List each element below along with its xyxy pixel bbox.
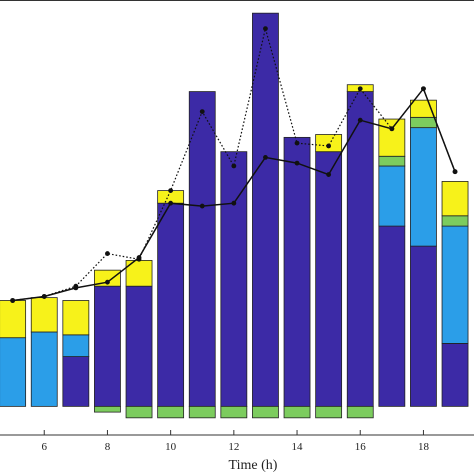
line-marker-dotted <box>357 86 363 92</box>
bar-segment-negative-green <box>157 405 185 419</box>
bar-segment-negative-green <box>188 405 216 419</box>
line-marker-solid <box>10 298 16 303</box>
line-marker-dotted <box>326 143 332 149</box>
series-line-dotted <box>12 28 456 302</box>
x-tick-label: 6 <box>41 441 47 453</box>
line-marker-solid <box>105 279 110 285</box>
x-tick-label: 14 <box>292 441 304 453</box>
bar-segment-dark_blue <box>94 285 121 407</box>
line-marker-dotted <box>263 26 268 32</box>
line-marker-solid <box>136 255 142 260</box>
line-marker-solid <box>41 294 47 299</box>
bars-layer <box>0 12 469 419</box>
line-marker-solid <box>73 285 79 291</box>
bar-segment-negative-green <box>125 405 153 419</box>
bar-segment-light_blue <box>0 337 27 407</box>
bar-segment-dark_blue <box>378 225 406 407</box>
bar-segment-light_blue <box>410 127 437 247</box>
bar-segment-dark_blue <box>220 151 248 407</box>
bar-segment-dark_blue <box>441 343 469 407</box>
bar-segment-green <box>410 116 437 129</box>
bar-segment-negative-green <box>283 405 311 419</box>
bar-segment-yellow <box>378 118 406 157</box>
axes-layer <box>0 0 474 436</box>
bar-segment-yellow <box>30 297 58 333</box>
bar-segment-negative-green <box>94 405 121 413</box>
bar-segment-dark_blue <box>346 91 374 407</box>
bar-segment-dark_blue <box>157 202 185 407</box>
line-marker-dotted <box>168 188 174 193</box>
line-marker-solid <box>199 203 205 209</box>
bar-segment-yellow <box>62 300 90 336</box>
line-marker-solid <box>294 160 300 166</box>
ticks-layer: 6 8 10 12 14 16 18 <box>41 430 429 453</box>
line-marker-solid <box>263 155 268 160</box>
line-marker-solid <box>452 169 458 175</box>
line-marker-dotted <box>294 140 300 146</box>
lines-layer <box>10 26 458 303</box>
bar-segment-yellow <box>0 300 27 339</box>
bar-segment-light_blue <box>378 165 406 227</box>
bar-segment-yellow <box>441 181 469 217</box>
bar-segment-yellow <box>94 269 121 287</box>
bar-segment-dark_blue <box>315 151 343 407</box>
line-marker-dotted <box>105 251 110 256</box>
bar-segment-green <box>441 215 469 227</box>
x-axis-title: Time (h) <box>229 458 278 473</box>
line-marker-solid <box>421 86 426 92</box>
bar-segment-dark_blue <box>252 12 279 407</box>
line-marker-solid <box>389 126 395 132</box>
line-marker-dotted <box>231 163 237 169</box>
x-tick-label: 10 <box>165 441 177 453</box>
line-marker-solid <box>231 200 237 206</box>
bar-segment-negative-green <box>220 405 248 419</box>
bar-segment-light_blue <box>62 334 90 357</box>
bar-segment-dark_blue <box>125 285 153 407</box>
bar-segment-dark_blue <box>62 356 90 407</box>
bar-segment-dark_blue <box>283 136 311 407</box>
bar-segment-light_blue <box>30 331 58 407</box>
bar-segment-negative-green <box>315 405 343 419</box>
bar-segment-light_blue <box>441 225 469 344</box>
line-marker-solid <box>326 172 332 177</box>
bar-segment-negative-green <box>346 405 374 419</box>
bar-segment-yellow <box>315 134 343 153</box>
bar-segment-dark_blue <box>410 245 437 407</box>
x-tick-label: 12 <box>228 441 239 453</box>
line-marker-solid <box>168 200 174 206</box>
x-tick-label: 8 <box>105 441 111 453</box>
x-tick-label: 18 <box>418 441 430 453</box>
bar-segment-dark_blue <box>188 91 216 407</box>
line-marker-solid <box>357 117 363 123</box>
line-marker-dotted <box>199 109 205 115</box>
x-tick-label: 16 <box>355 441 367 453</box>
bar-segment-negative-green <box>252 405 279 419</box>
bar-segment-green <box>378 155 406 167</box>
